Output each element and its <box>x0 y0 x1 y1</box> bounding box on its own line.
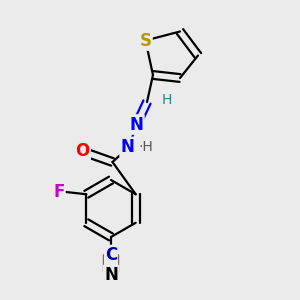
Text: F: F <box>53 183 64 201</box>
Text: O: O <box>75 142 90 160</box>
Text: S: S <box>140 32 152 50</box>
Text: N: N <box>121 138 134 156</box>
Text: C: C <box>105 246 117 264</box>
Text: H: H <box>161 94 172 107</box>
Text: N: N <box>104 266 118 284</box>
Text: ·H: ·H <box>138 140 153 154</box>
Text: N: N <box>130 116 143 134</box>
